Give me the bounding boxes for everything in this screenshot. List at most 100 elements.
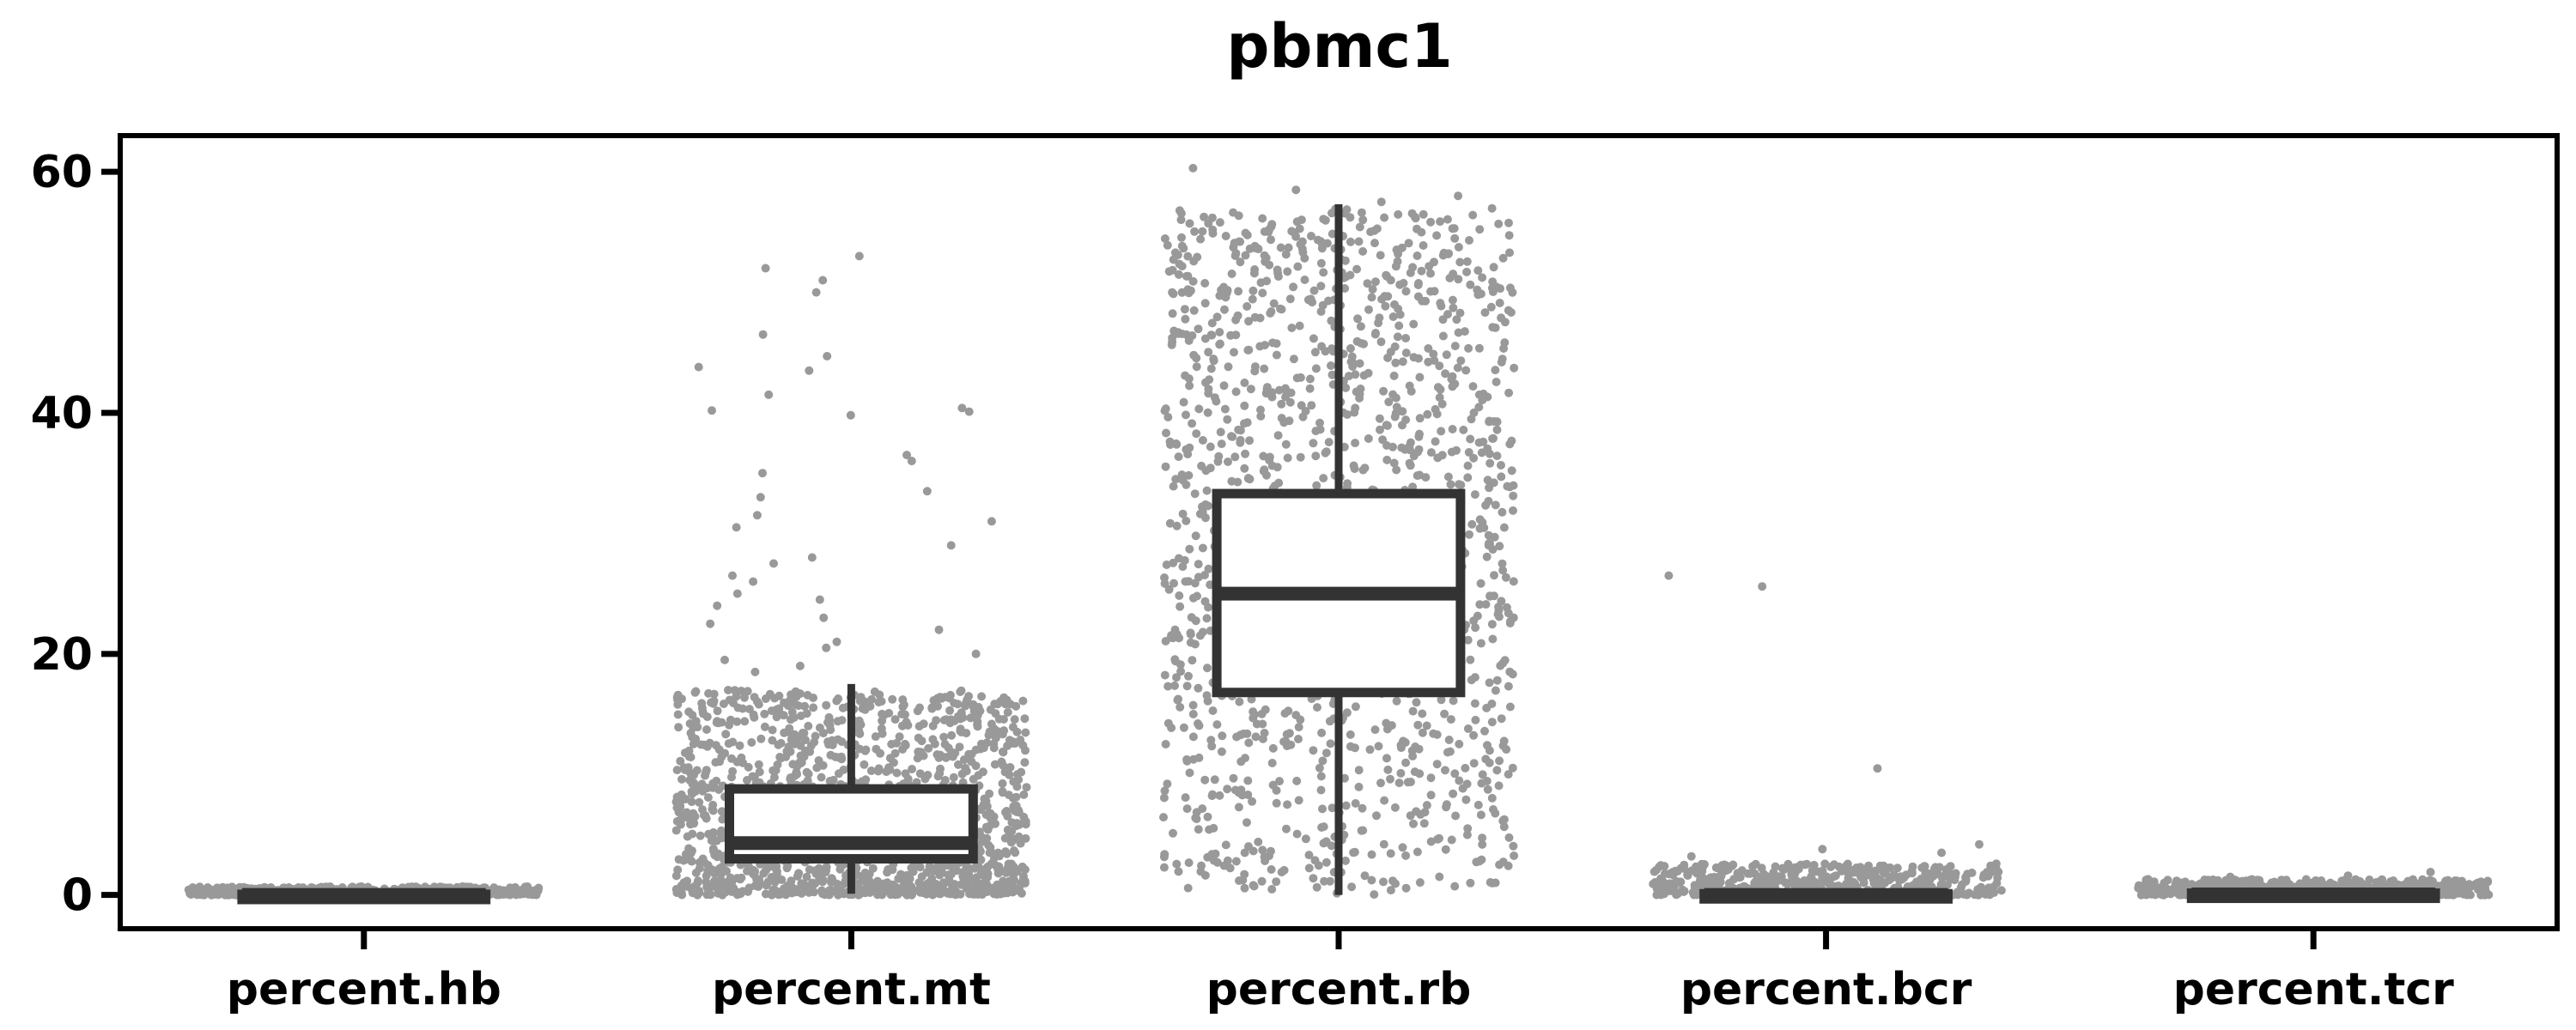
data-point <box>1485 758 1494 767</box>
y-tick-label: 60 <box>31 147 93 198</box>
outlier-point <box>1686 851 1696 861</box>
data-point <box>724 686 732 694</box>
data-point <box>1327 803 1337 813</box>
data-point <box>1002 883 1012 893</box>
data-point <box>1206 364 1216 373</box>
data-point <box>1474 438 1484 447</box>
data-point <box>1380 292 1389 301</box>
data-point <box>1220 305 1229 314</box>
data-point <box>1419 209 1428 219</box>
data-point <box>1887 873 1897 882</box>
data-point <box>1482 552 1492 561</box>
data-point <box>1234 803 1243 812</box>
data-point <box>1426 773 1436 783</box>
data-point <box>1209 823 1218 833</box>
data-point <box>939 862 949 870</box>
data-point <box>1240 379 1249 387</box>
data-point <box>1489 478 1498 488</box>
data-point <box>1178 562 1188 572</box>
data-point <box>1463 724 1473 733</box>
data-point <box>872 744 881 754</box>
data-point <box>1478 839 1487 849</box>
data-point <box>1450 769 1460 779</box>
data-point <box>1405 458 1414 468</box>
data-point <box>705 889 714 899</box>
data-point <box>1269 299 1279 308</box>
data-point <box>1214 451 1224 461</box>
data-point <box>1711 863 1721 872</box>
data-point <box>1725 863 1735 872</box>
data-point <box>802 872 811 882</box>
outlier-point <box>946 541 956 550</box>
data-point <box>681 795 690 803</box>
data-point <box>2253 876 2263 885</box>
chart-title: pbmc1 <box>1226 11 1452 82</box>
data-point <box>828 875 837 884</box>
data-point <box>1470 490 1479 500</box>
data-point <box>1188 732 1198 742</box>
data-point <box>1223 785 1232 794</box>
data-point <box>1310 348 1320 357</box>
data-point <box>793 761 802 771</box>
data-point <box>493 890 502 900</box>
data-point <box>979 743 988 753</box>
data-point <box>2471 880 2481 888</box>
data-point <box>1435 393 1444 403</box>
data-point <box>1254 837 1263 846</box>
data-point <box>698 805 707 815</box>
data-point <box>1327 361 1335 370</box>
data-point <box>708 800 718 809</box>
data-point <box>1243 791 1253 799</box>
data-point <box>1160 234 1170 243</box>
data-point <box>1300 276 1309 284</box>
data-point <box>1198 227 1207 236</box>
data-point <box>1415 414 1425 423</box>
data-point <box>801 736 810 745</box>
data-point <box>1424 344 1433 353</box>
data-point <box>1487 793 1497 803</box>
data-point <box>1475 600 1485 609</box>
data-point <box>743 776 751 785</box>
data-point <box>1476 579 1485 588</box>
data-point <box>1442 350 1451 360</box>
data-point <box>913 706 922 716</box>
data-point <box>1236 258 1245 267</box>
data-point <box>1229 773 1238 783</box>
data-point <box>1390 300 1399 309</box>
data-point <box>1163 240 1172 250</box>
outlier-point <box>764 390 774 399</box>
data-point <box>1374 742 1383 751</box>
data-point <box>1382 754 1391 763</box>
box-percent-rb <box>1212 204 1466 895</box>
data-point <box>1392 696 1401 706</box>
data-point <box>1184 336 1194 345</box>
data-point <box>1841 862 1850 871</box>
data-point <box>1175 591 1184 600</box>
data-point <box>890 715 900 724</box>
data-point <box>1004 791 1013 800</box>
data-point <box>961 699 970 707</box>
data-point <box>1454 275 1463 284</box>
data-point <box>1167 340 1176 349</box>
data-point <box>2378 875 2387 884</box>
data-point <box>1489 433 1498 443</box>
data-point <box>1498 816 1508 826</box>
data-point <box>1417 266 1426 276</box>
outlier-point <box>902 451 911 460</box>
data-point <box>993 869 1003 878</box>
data-point <box>1175 633 1184 643</box>
data-point <box>1277 868 1286 877</box>
data-point <box>1165 518 1175 528</box>
data-point <box>1509 506 1517 515</box>
data-point <box>735 741 744 750</box>
data-point <box>1012 801 1021 810</box>
data-point <box>1224 457 1232 466</box>
data-point <box>1503 482 1512 491</box>
data-point <box>1464 448 1473 457</box>
data-point <box>673 865 683 875</box>
data-point <box>815 723 824 732</box>
x-tick-label: percent.mt <box>712 964 991 1015</box>
data-point <box>1488 545 1498 554</box>
data-point <box>1497 714 1506 724</box>
data-point <box>1509 577 1518 586</box>
